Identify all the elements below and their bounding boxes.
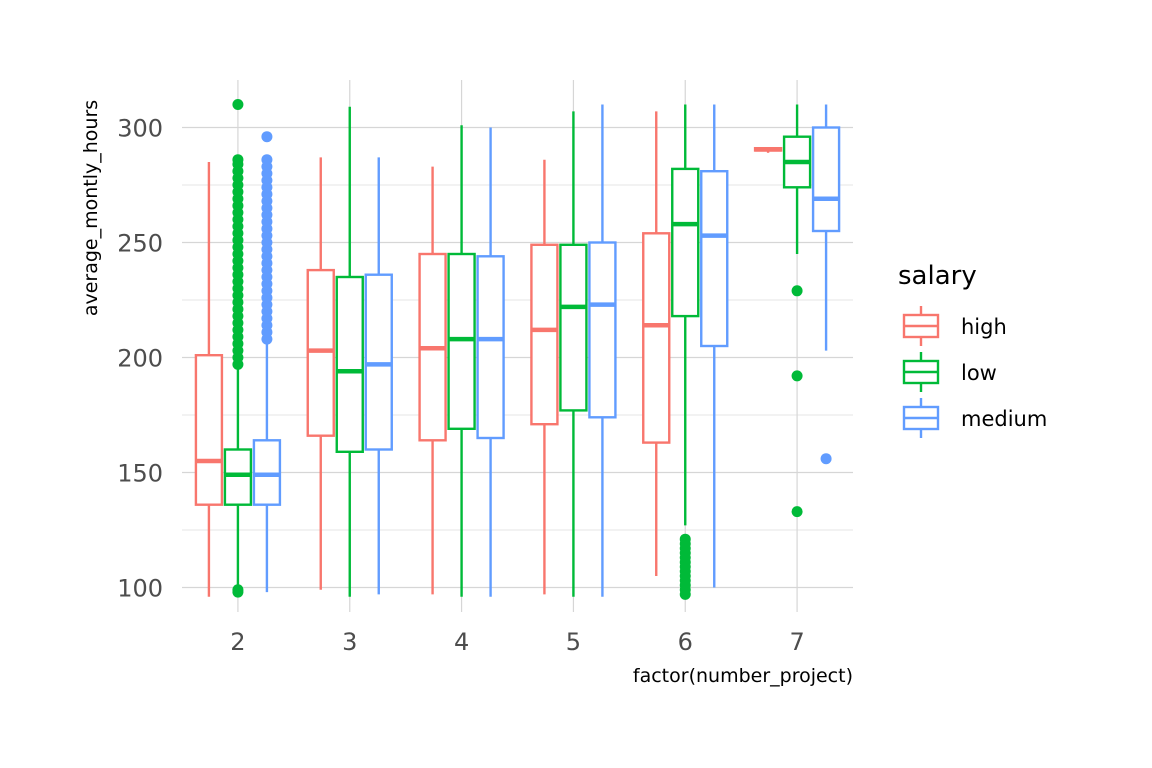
box-iqr bbox=[306, 268, 335, 437]
legend-item-low: low bbox=[902, 352, 997, 392]
box-high-5 bbox=[530, 159, 559, 595]
outlier-point bbox=[679, 533, 691, 545]
box-iqr bbox=[364, 273, 393, 451]
box-iqr bbox=[588, 241, 617, 419]
y-tick-label: 150 bbox=[117, 460, 163, 488]
box-high-6 bbox=[642, 111, 671, 576]
y-tick-labels: 100 150 200 250 300 bbox=[117, 115, 163, 603]
box-medium-7 bbox=[811, 104, 841, 465]
box-iqr bbox=[671, 167, 700, 318]
x-axis-title: factor(number_project) bbox=[633, 665, 853, 687]
box-high-4 bbox=[418, 166, 447, 595]
outlier-point bbox=[232, 584, 244, 596]
legend-label: medium bbox=[961, 407, 1047, 431]
outlier-point bbox=[232, 99, 244, 110]
box-iqr bbox=[700, 169, 729, 348]
x-tick-label: 5 bbox=[566, 628, 581, 656]
boxes bbox=[194, 99, 841, 600]
box-iqr bbox=[642, 232, 671, 444]
box-medium-5 bbox=[588, 104, 617, 597]
y-tick-label: 250 bbox=[117, 230, 163, 258]
box-low-3 bbox=[335, 106, 364, 597]
outlier-point bbox=[261, 131, 273, 143]
x-tick-label: 4 bbox=[454, 628, 469, 656]
legend-title: salary bbox=[898, 261, 977, 291]
y-tick-label: 300 bbox=[117, 115, 163, 143]
box-low-4 bbox=[447, 125, 476, 597]
outlier-point bbox=[820, 453, 832, 465]
outlier-point bbox=[791, 506, 803, 518]
outlier-point bbox=[261, 154, 273, 166]
outlier-point bbox=[232, 154, 244, 166]
x-tick-labels: 2 3 4 5 6 7 bbox=[230, 628, 804, 656]
box-iqr bbox=[811, 126, 841, 233]
box-low-2 bbox=[223, 99, 253, 598]
box-medium-6 bbox=[700, 104, 729, 588]
box-low-5 bbox=[559, 111, 588, 597]
y-axis-title: average_montly_hours bbox=[80, 100, 102, 316]
grid bbox=[182, 80, 853, 612]
x-tick-label: 6 bbox=[678, 628, 693, 656]
box-medium-2 bbox=[252, 131, 282, 593]
x-tick-label: 3 bbox=[342, 628, 357, 656]
box-high-7 bbox=[753, 146, 783, 153]
legend-label: low bbox=[961, 361, 997, 385]
box-iqr bbox=[194, 354, 224, 506]
outlier-point bbox=[791, 370, 803, 382]
box-iqr bbox=[530, 243, 559, 426]
box-high-3 bbox=[306, 157, 335, 590]
box-iqr bbox=[252, 439, 282, 506]
legend-item-medium: medium bbox=[902, 398, 1047, 438]
box-iqr bbox=[559, 243, 588, 412]
box-iqr bbox=[476, 255, 505, 440]
box-medium-4 bbox=[476, 127, 505, 597]
box-high-2 bbox=[194, 162, 224, 597]
x-tick-label: 7 bbox=[789, 628, 804, 656]
legend-label: high bbox=[961, 315, 1007, 339]
outlier-point bbox=[791, 285, 803, 297]
legend-item-high: high bbox=[902, 306, 1007, 346]
legend: salary high low medium bbox=[898, 261, 1047, 438]
box-low-7 bbox=[782, 104, 812, 518]
y-tick-label: 200 bbox=[117, 345, 163, 373]
box-medium-3 bbox=[364, 157, 393, 595]
box-iqr bbox=[447, 252, 476, 431]
box-low-6 bbox=[671, 104, 700, 600]
box-iqr bbox=[335, 275, 364, 454]
box-iqr bbox=[223, 448, 253, 506]
x-tick-label: 2 bbox=[230, 628, 245, 656]
y-tick-label: 100 bbox=[117, 575, 163, 603]
